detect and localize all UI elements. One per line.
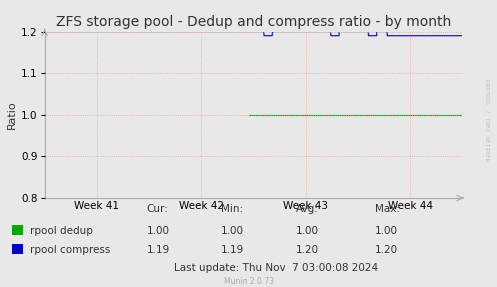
Text: 1.20: 1.20 [375,245,399,255]
Text: 1.19: 1.19 [147,245,170,255]
Title: ZFS storage pool - Dedup and compress ratio - by month: ZFS storage pool - Dedup and compress ra… [56,15,451,29]
Text: rpool compress: rpool compress [30,245,110,255]
Text: rpool dedup: rpool dedup [30,226,93,236]
Text: 1.00: 1.00 [147,226,169,236]
Text: RRDTOOL / TOBI OETIKER: RRDTOOL / TOBI OETIKER [485,79,490,162]
Text: 1.00: 1.00 [296,226,319,236]
Text: 1.20: 1.20 [296,245,319,255]
Text: 1.19: 1.19 [221,245,245,255]
Y-axis label: Ratio: Ratio [7,100,17,129]
Text: Munin 2.0.73: Munin 2.0.73 [224,277,273,286]
Text: 1.00: 1.00 [221,226,244,236]
Text: Avg:: Avg: [296,204,319,214]
Text: Min:: Min: [221,204,244,214]
Text: Max:: Max: [375,204,400,214]
Text: 1.00: 1.00 [375,226,398,236]
Text: Cur:: Cur: [147,204,168,214]
Text: Last update: Thu Nov  7 03:00:08 2024: Last update: Thu Nov 7 03:00:08 2024 [174,263,378,273]
